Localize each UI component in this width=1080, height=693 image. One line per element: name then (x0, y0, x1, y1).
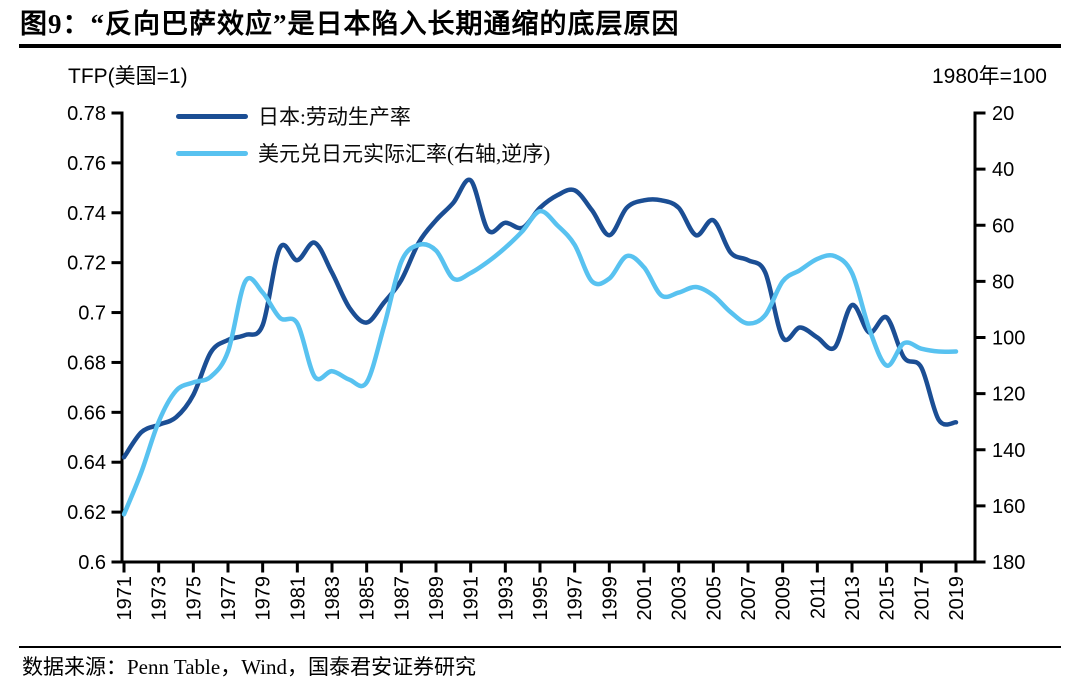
x-axis-tick-label: 1993 (495, 576, 517, 621)
series-line-1 (121, 208, 959, 517)
left-axis-tick-label: 0.72 (67, 253, 106, 275)
legend-item-productivity: 日本:劳动生产率 (176, 101, 550, 131)
legend-line-swatch-light (176, 150, 248, 156)
x-axis-tick-label: 2003 (669, 576, 691, 621)
series-line-0 (121, 177, 959, 460)
right-axis-tick-label: 60 (992, 215, 1014, 237)
data-source: 数据来源：Penn Table，Wind，国泰君安证券研究 (22, 655, 477, 679)
x-axis-tick-label: 1987 (391, 576, 413, 621)
left-axis-tick-label: 0.64 (67, 452, 106, 474)
right-axis-title: 1980年=100 (931, 65, 1047, 88)
legend-label-productivity: 日本:劳动生产率 (258, 105, 411, 129)
right-axis-tick-label: 140 (992, 440, 1025, 462)
right-axis-tick-label: 120 (992, 384, 1025, 406)
x-axis-tick-label: 2007 (738, 576, 760, 621)
x-axis-tick-label: 2019 (946, 576, 968, 621)
figure-title: 图9：“反向巴萨效应”是日本陷入长期通缩的底层原因 (20, 9, 680, 39)
footer-rule (19, 646, 1061, 648)
right-axis-tick-label: 180 (992, 552, 1025, 574)
x-axis-tick-label: 1971 (114, 576, 136, 621)
x-axis-tick-label: 1977 (218, 576, 240, 621)
x-axis-tick-label: 2001 (634, 576, 656, 621)
x-axis-tick-label: 2009 (773, 576, 795, 621)
x-axis-tick-label: 1997 (565, 576, 587, 621)
right-axis-tick-label: 80 (992, 271, 1014, 293)
legend-item-exchange-rate: 美元兑日元实际汇率(右轴,逆序) (176, 138, 550, 168)
right-axis-tick-label: 160 (992, 496, 1025, 518)
x-axis-tick-label: 1973 (149, 576, 171, 621)
left-axis-tick-label: 0.7 (78, 303, 106, 325)
x-axis-tick-label: 1989 (426, 576, 448, 621)
x-axis-tick-label: 2015 (877, 576, 899, 621)
x-axis-tick-label: 1999 (599, 576, 621, 621)
right-axis-tick-label: 40 (992, 159, 1014, 181)
x-axis-tick-label: 2005 (703, 576, 725, 621)
x-axis-tick-label: 2017 (911, 576, 933, 621)
right-axis-tick-label: 20 (992, 103, 1014, 125)
x-axis-tick-label: 1981 (287, 576, 309, 621)
legend: 日本:劳动生产率 美元兑日元实际汇率(右轴,逆序) (176, 101, 550, 168)
x-axis-tick-label: 2013 (842, 576, 864, 621)
left-axis-tick-label: 0.74 (67, 203, 106, 225)
x-axis-tick-label: 1985 (357, 576, 379, 621)
title-rule (19, 44, 1061, 48)
left-axis-tick-label: 0.76 (67, 153, 106, 175)
left-axis-title: TFP(美国=1) (68, 65, 188, 88)
x-axis-tick-label: 1991 (461, 576, 483, 621)
left-axis-tick-label: 0.78 (67, 103, 106, 125)
x-axis-tick-label: 1979 (253, 576, 275, 621)
left-axis-tick-label: 0.66 (67, 402, 106, 424)
right-axis-tick-label: 100 (992, 328, 1025, 350)
left-axis-tick-label: 0.68 (67, 352, 106, 374)
left-axis-tick-label: 0.62 (67, 502, 106, 524)
x-axis-tick-label: 1975 (183, 576, 205, 621)
x-axis-tick-label: 2011 (807, 576, 829, 619)
legend-label-exchange-rate: 美元兑日元实际汇率(右轴,逆序) (258, 142, 551, 166)
x-axis-tick-label: 1983 (322, 576, 344, 621)
left-axis-tick-label: 0.6 (78, 552, 106, 574)
legend-line-swatch-dark (176, 113, 248, 119)
x-axis-tick-label: 1995 (530, 576, 552, 621)
